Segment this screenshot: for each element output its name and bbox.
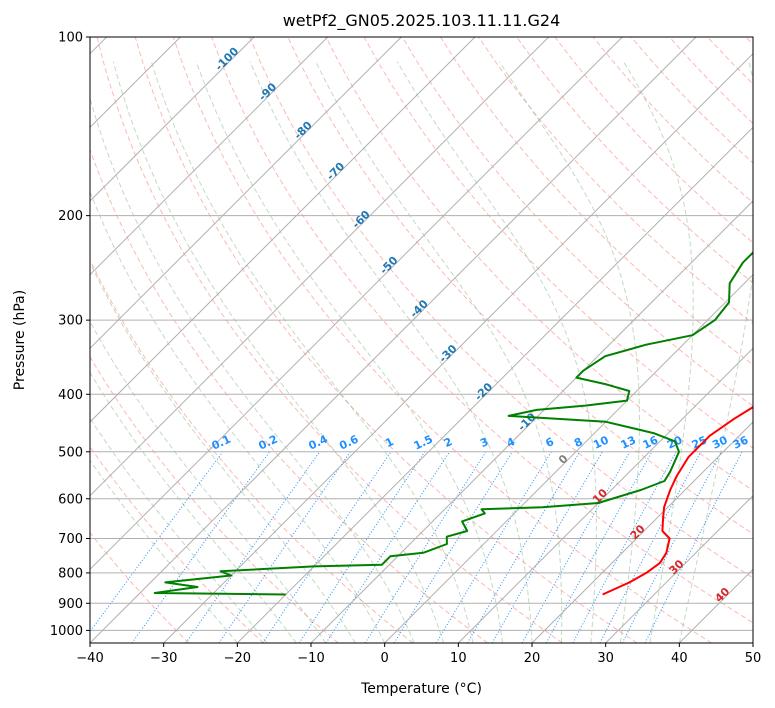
isotherm-line xyxy=(90,37,402,350)
isotherm-line xyxy=(90,37,329,276)
y-tick-label: 700 xyxy=(58,532,83,547)
dry-adiabat-line xyxy=(439,37,753,366)
mixing-ratio-line xyxy=(467,451,581,643)
mixing-ratio-label: 13 xyxy=(619,434,638,452)
x-tick-label: 20 xyxy=(524,651,541,666)
moist-adiabat-line xyxy=(90,261,356,643)
pressure-gridlines xyxy=(90,37,753,631)
chart-title: wetPf2_GN05.2025.103.11.11.G24 xyxy=(283,11,561,31)
x-axis-label: Temperature (°C) xyxy=(360,681,482,697)
mixing-ratio-line xyxy=(325,451,451,643)
y-tick-label: 800 xyxy=(58,566,83,581)
isotherm-line xyxy=(531,421,753,643)
y-tick-label: 300 xyxy=(58,314,83,329)
isotherm-line xyxy=(90,37,476,423)
mixing-ratio-line xyxy=(131,451,271,643)
plot-area: 0.1 0.2 0.4 0.6 1 1.5 2 3 4 6 8 10 13 16 20 25 30 36 -100… xyxy=(90,37,753,643)
moist-adiabat-line xyxy=(249,61,533,643)
x-tick-label: 50 xyxy=(745,651,762,666)
mixing-ratio-line xyxy=(262,451,392,643)
isotherm-line xyxy=(457,347,753,643)
isotherm-line xyxy=(384,273,753,643)
moist-adiabat-line xyxy=(150,61,474,643)
moist-adiabat-line xyxy=(678,61,753,643)
y-tick-label: 200 xyxy=(58,209,83,224)
dry-adiabat-line xyxy=(325,37,753,492)
isotherm-line xyxy=(310,200,753,643)
dry-adiabat-line xyxy=(90,531,190,643)
y-tick-label: 100 xyxy=(58,31,83,46)
dry-adiabat-line xyxy=(90,355,339,643)
moist-adiabat-line xyxy=(396,61,597,643)
y-tick-label: 600 xyxy=(58,492,83,507)
mixing-ratio-label: 30 xyxy=(710,433,730,451)
moist-adiabat-line xyxy=(90,320,327,643)
mixing-ratio-label: 16 xyxy=(641,433,661,451)
moist-adiabat-line xyxy=(623,61,694,643)
isotherm-line xyxy=(163,52,753,643)
x-tick-label: −20 xyxy=(224,651,251,666)
y-tick-label: 1000 xyxy=(50,624,83,639)
dewpoint-line xyxy=(153,251,753,596)
mixing-ratio-labels: 0.1 0.2 0.4 0.6 1 1.5 2 3 4 6 8 10 13 16 20 25 30 36 xyxy=(210,432,751,452)
x-tick-label: 10 xyxy=(450,651,467,666)
isotherm-line xyxy=(236,126,753,643)
dry-adiabat-line xyxy=(172,37,712,643)
mixing-ratio-label: 10 xyxy=(591,433,611,451)
plot-frame xyxy=(89,36,754,644)
dry-adiabat-line xyxy=(211,37,753,624)
moist-adiabat-line xyxy=(112,61,445,643)
dry-adiabat-line xyxy=(249,37,753,579)
mixing-ratio-label: 25 xyxy=(690,434,709,452)
moist-adiabat-line xyxy=(90,96,415,643)
x-tick-label: 0 xyxy=(381,651,389,666)
x-tick-label: −30 xyxy=(150,651,177,666)
mixing-ratio-line xyxy=(364,451,487,643)
moist-adiabat-line xyxy=(90,190,386,643)
dry-adiabat-line xyxy=(96,37,563,643)
dry-adiabat-line xyxy=(401,37,753,407)
y-tick-label: 900 xyxy=(58,597,83,612)
moist-adiabat-line xyxy=(315,61,563,643)
isotherms xyxy=(90,37,753,643)
x-tick-label: 40 xyxy=(671,651,688,666)
dry-adiabat-line xyxy=(134,37,638,643)
moist-adiabat-line xyxy=(90,371,297,643)
mixing-ratio-label: 36 xyxy=(731,433,751,451)
mixing-ratio-line xyxy=(621,451,722,643)
moist-adiabat-line xyxy=(195,61,503,643)
x-tick-label: −40 xyxy=(76,651,103,666)
isotherm-line xyxy=(90,37,697,643)
moist-adiabats xyxy=(90,61,753,643)
isotherm-line xyxy=(605,494,753,643)
isotherm-line xyxy=(90,37,550,497)
x-tick-label: −10 xyxy=(297,651,324,666)
dry-adiabat-line xyxy=(90,445,264,643)
y-axis-ticks: 1000 900 800 700 600 500 400 300 200 100 xyxy=(50,31,90,639)
dry-adiabat-line xyxy=(90,148,488,643)
x-axis-ticks: −40 −30 −20 −10 0 10 20 30 40 50 xyxy=(76,643,761,666)
y-tick-label: 500 xyxy=(58,445,83,460)
isotherm-line xyxy=(90,37,255,202)
moist-adiabat-line xyxy=(498,61,640,643)
y-tick-label: 400 xyxy=(58,388,83,403)
mixing-ratio-line xyxy=(435,451,552,643)
sounding-series xyxy=(153,251,753,596)
temperature-line xyxy=(602,405,753,596)
mixing-ratio-line xyxy=(90,451,224,633)
x-tick-label: 30 xyxy=(597,651,614,666)
mixing-ratio-line xyxy=(185,451,321,643)
dry-adiabat-line xyxy=(516,37,753,284)
dry-adiabats xyxy=(90,37,753,643)
isotherm-line xyxy=(90,37,623,571)
y-axis-label: Pressure (hPa) xyxy=(12,290,28,390)
